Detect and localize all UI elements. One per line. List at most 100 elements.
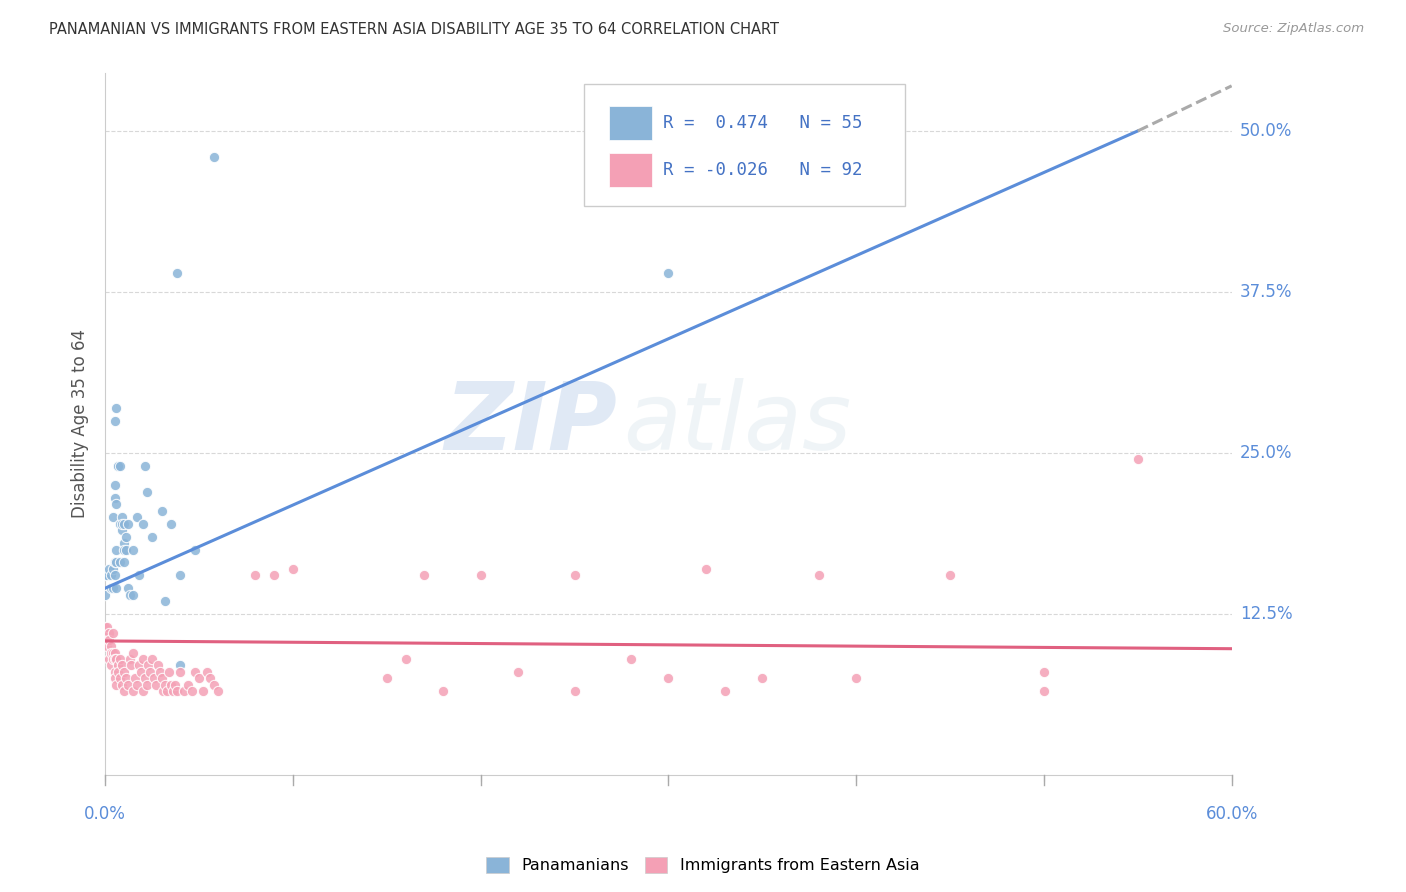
Point (117, 678, 139, 692)
Point (177, 678, 200, 692)
Text: 50.0%: 50.0% (1240, 122, 1292, 140)
Text: 12.5%: 12.5% (1240, 605, 1292, 623)
Point (432, 684, 454, 698)
Point (96, 632, 118, 647)
Point (169, 568, 191, 582)
Point (117, 581, 139, 595)
Point (94, 588, 117, 602)
Point (101, 581, 124, 595)
Point (105, 401, 128, 415)
Point (105, 498, 128, 512)
Point (121, 658, 143, 673)
Point (115, 671, 138, 685)
Point (110, 652, 132, 666)
Point (202, 150, 225, 164)
Point (111, 516, 134, 531)
Point (111, 523, 134, 537)
Point (155, 678, 177, 692)
Point (564, 684, 586, 698)
Point (564, 568, 586, 582)
Point (134, 458, 156, 473)
Point (135, 678, 157, 692)
Point (160, 516, 183, 531)
Point (112, 516, 135, 531)
Point (101, 626, 124, 640)
Point (939, 568, 962, 582)
Point (112, 542, 135, 557)
Point (162, 684, 184, 698)
Point (132, 652, 155, 666)
Point (129, 665, 152, 679)
Point (118, 588, 141, 602)
Point (184, 665, 207, 679)
Point (128, 658, 150, 673)
Point (807, 568, 830, 582)
Point (100, 568, 122, 582)
Point (166, 266, 188, 280)
FancyBboxPatch shape (609, 106, 651, 140)
Point (413, 568, 436, 582)
Point (122, 588, 145, 602)
Point (180, 684, 202, 698)
Text: PANAMANIAN VS IMMIGRANTS FROM EASTERN ASIA DISABILITY AGE 35 TO 64 CORRELATION C: PANAMANIAN VS IMMIGRANTS FROM EASTERN AS… (49, 22, 779, 37)
Point (96, 568, 118, 582)
Point (128, 568, 150, 582)
Point (122, 684, 145, 698)
Text: atlas: atlas (623, 378, 852, 469)
Point (134, 671, 156, 685)
Point (127, 678, 149, 692)
Point (657, 266, 679, 280)
Point (104, 652, 127, 666)
Point (104, 491, 127, 505)
Point (160, 678, 183, 692)
Point (96, 620, 118, 634)
Point (184, 542, 207, 557)
Point (98, 562, 121, 576)
Point (1032, 684, 1054, 698)
Legend: Panamanians, Immigrants from Eastern Asia: Panamanians, Immigrants from Eastern Asi… (479, 850, 927, 880)
Point (104, 568, 127, 582)
Point (107, 458, 129, 473)
Point (1126, 452, 1149, 467)
Point (117, 516, 139, 531)
Point (100, 646, 122, 660)
Point (157, 665, 180, 679)
Point (107, 665, 129, 679)
Point (207, 684, 229, 698)
Point (104, 665, 127, 679)
Point (139, 665, 162, 679)
Point (146, 658, 169, 673)
Point (94, 568, 117, 582)
Point (105, 678, 128, 692)
Point (105, 542, 128, 557)
Point (169, 658, 191, 673)
Text: 60.0%: 60.0% (1205, 805, 1258, 823)
Point (100, 639, 122, 653)
Point (508, 665, 530, 679)
Point (132, 516, 155, 531)
Point (104, 646, 127, 660)
Point (105, 652, 128, 666)
Text: ZIP: ZIP (444, 378, 617, 470)
FancyBboxPatch shape (609, 153, 651, 186)
Point (124, 671, 146, 685)
Point (145, 678, 167, 692)
Point (394, 652, 416, 666)
Point (166, 684, 188, 698)
Point (695, 562, 717, 576)
Point (111, 658, 134, 673)
Point (96, 639, 118, 653)
Point (845, 671, 868, 685)
Point (169, 665, 191, 679)
Point (111, 678, 134, 692)
Point (105, 581, 128, 595)
Point (375, 671, 398, 685)
Point (173, 684, 195, 698)
Point (620, 652, 643, 666)
Point (98, 626, 121, 640)
Y-axis label: Disability Age 35 to 64: Disability Age 35 to 64 (72, 329, 89, 518)
Point (141, 530, 163, 544)
Point (751, 671, 773, 685)
Point (1032, 665, 1054, 679)
Point (657, 671, 679, 685)
